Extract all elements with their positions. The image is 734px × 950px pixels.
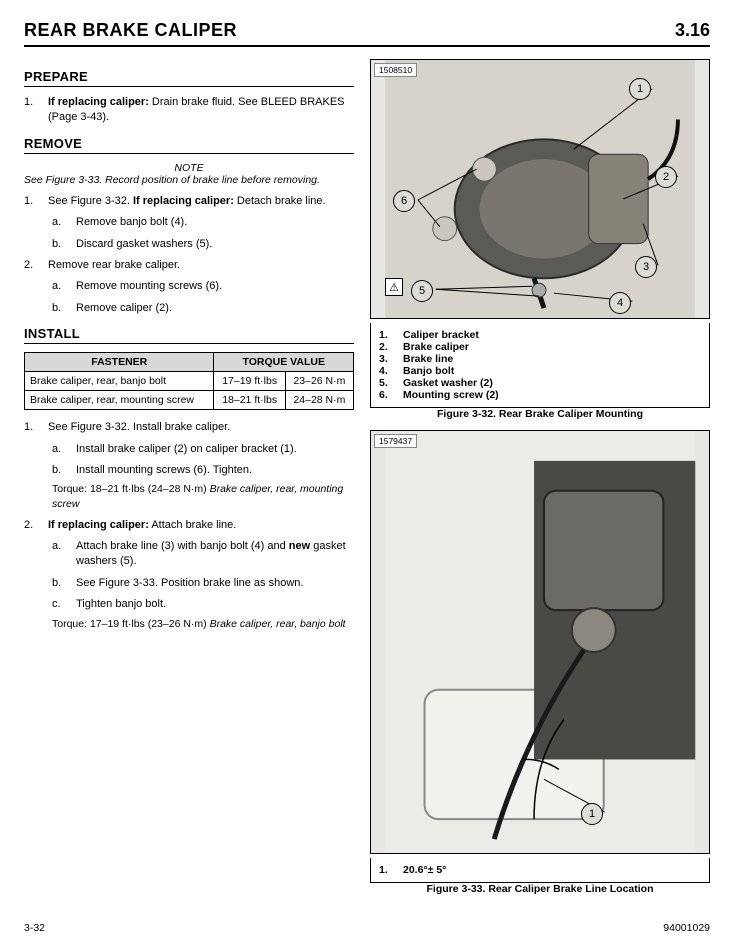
legend-text: 20.6°± 5°: [403, 864, 446, 876]
install-list: 1. See Figure 3-32. Install brake calipe…: [24, 420, 354, 435]
figure-33-svg: [371, 431, 709, 853]
install-list-2: 2. If replacing caliper: Attach brake li…: [24, 518, 354, 533]
install-1-sublist: a.Install brake caliper (2) on caliper b…: [24, 442, 354, 479]
remove-item-2: 2. Remove rear brake caliper.: [24, 258, 354, 273]
install-2b: b.See Figure 3-33. Position brake line a…: [52, 576, 354, 591]
remove-2b: b.Remove caliper (2).: [52, 301, 354, 316]
th-fastener: FASTENER: [25, 353, 214, 372]
figure-32-box: 1508510 ⚠ 1 2 34: [370, 59, 710, 319]
install-item-2: 2. If replacing caliper: Attach brake li…: [24, 518, 354, 533]
list-body: If replacing caliper: Attach brake line.: [48, 518, 236, 533]
figure-33-legend: 1. 20.6°± 5°: [370, 858, 710, 883]
legend-num: 5.: [379, 377, 393, 389]
legend-num: 4.: [379, 365, 393, 377]
legend-num: 1.: [379, 864, 393, 876]
legend-row: 2. Brake caliper: [379, 341, 701, 353]
install-1a: a.Install brake caliper (2) on caliper b…: [52, 442, 354, 457]
list-body: If replacing caliper: Drain brake fluid.…: [48, 95, 354, 126]
callout-1: 1: [629, 78, 651, 100]
content-columns: PREPARE 1. If replacing caliper: Drain b…: [24, 59, 710, 905]
figure-32-legend: 1. Caliper bracket 2. Brake caliper 3. Brake …: [370, 323, 710, 408]
figure-id-tag: 1508510: [374, 63, 417, 77]
legend-text: Brake caliper: [403, 341, 469, 353]
legend-row: 1. Caliper bracket: [379, 329, 701, 341]
remove-item-1: 1. See Figure 3-32. If replacing caliper…: [24, 194, 354, 209]
table-header-row: FASTENER TORQUE VALUE: [25, 353, 354, 372]
install-2-sublist: a.Attach brake line (3) with banjo bolt …: [24, 539, 354, 613]
legend-text: Gasket washer (2): [403, 377, 493, 389]
install-item-1: 1. See Figure 3-32. Install brake calipe…: [24, 420, 354, 435]
install-2c-torque: Torque: 17–19 ft·lbs (23–26 N·m) Brake c…: [24, 617, 354, 632]
remove-heading: REMOVE: [24, 136, 354, 154]
table-row: Brake caliper, rear, banjo bolt 17–19 ft…: [25, 372, 354, 391]
prepare-item-1: 1. If replacing caliper: Drain brake flu…: [24, 95, 354, 126]
callout-2: 2: [655, 166, 677, 188]
remove-2-sublist: a.Remove mounting screws (6). b.Remove c…: [24, 279, 354, 316]
remove-1b: b.Discard gasket washers (5).: [52, 237, 354, 252]
legend-text: Mounting screw (2): [403, 389, 499, 401]
list-number: 1.: [24, 95, 38, 126]
prepare-list: 1. If replacing caliper: Drain brake flu…: [24, 95, 354, 126]
install-1b: b.Install mounting screws (6). Tighten.: [52, 463, 354, 478]
callout-6: 6: [393, 190, 415, 212]
right-column: 1508510 ⚠ 1 2 34: [370, 59, 710, 905]
note-label: NOTE: [24, 162, 354, 174]
figure-33-box: 1579437 1: [370, 430, 710, 854]
legend-row: 6. Mounting screw (2): [379, 389, 701, 401]
install-2a: a.Attach brake line (3) with banjo bolt …: [52, 539, 354, 570]
list-body: See Figure 3-32. If replacing caliper: D…: [48, 194, 326, 209]
callout-1: 1: [581, 803, 603, 825]
callout-3: 3: [635, 256, 657, 278]
legend-row: 3. Brake line: [379, 353, 701, 365]
figure-id-tag: 1579437: [374, 434, 417, 448]
legend-num: 6.: [379, 389, 393, 401]
install-heading: INSTALL: [24, 326, 354, 344]
legend-num: 1.: [379, 329, 393, 341]
note-body: See Figure 3-33. Record position of brak…: [24, 174, 354, 186]
callout-4: 4: [609, 292, 631, 314]
page-footer: 3-32 94001029: [24, 922, 710, 934]
legend-num: 2.: [379, 341, 393, 353]
list-number: 1.: [24, 194, 38, 209]
page-header: REAR BRAKE CALIPER 3.16: [24, 20, 710, 47]
figure-33-caption: Figure 3-33. Rear Caliper Brake Line Loc…: [370, 883, 710, 895]
remove-1-sublist: a.Remove banjo bolt (4). b.Discard gaske…: [24, 215, 354, 252]
callout-5: 5: [411, 280, 433, 302]
prepare-heading: PREPARE: [24, 69, 354, 87]
remove-1a: a.Remove banjo bolt (4).: [52, 215, 354, 230]
install-2c: c.Tighten banjo bolt.: [52, 597, 354, 612]
legend-row: 4. Banjo bolt: [379, 365, 701, 377]
remove-list-2: 2. Remove rear brake caliper.: [24, 258, 354, 273]
remove-2a: a.Remove mounting screws (6).: [52, 279, 354, 294]
remove-list: 1. See Figure 3-32. If replacing caliper…: [24, 194, 354, 209]
footer-doc: 94001029: [663, 922, 710, 934]
legend-row: 1. 20.6°± 5°: [379, 864, 701, 876]
figure-32-caption: Figure 3-32. Rear Brake Caliper Mounting: [370, 408, 710, 420]
legend-num: 3.: [379, 353, 393, 365]
list-body: Attach brake line (3) with banjo bolt (4…: [76, 539, 354, 570]
legend-text: Banjo bolt: [403, 365, 454, 377]
warning-icon: ⚠: [385, 278, 403, 296]
section-number: 3.16: [675, 20, 710, 41]
torque-table: FASTENER TORQUE VALUE Brake caliper, rea…: [24, 352, 354, 410]
legend-row: 5. Gasket washer (2): [379, 377, 701, 389]
footer-page: 3-32: [24, 922, 45, 934]
th-torque: TORQUE VALUE: [214, 353, 354, 372]
page-title: REAR BRAKE CALIPER: [24, 20, 237, 41]
table-row: Brake caliper, rear, mounting screw 18–2…: [25, 391, 354, 410]
legend-text: Brake line: [403, 353, 453, 365]
legend-text: Caliper bracket: [403, 329, 479, 341]
left-column: PREPARE 1. If replacing caliper: Drain b…: [24, 59, 354, 905]
install-1b-torque: Torque: 18–21 ft·lbs (24–28 N·m) Brake c…: [24, 482, 354, 511]
